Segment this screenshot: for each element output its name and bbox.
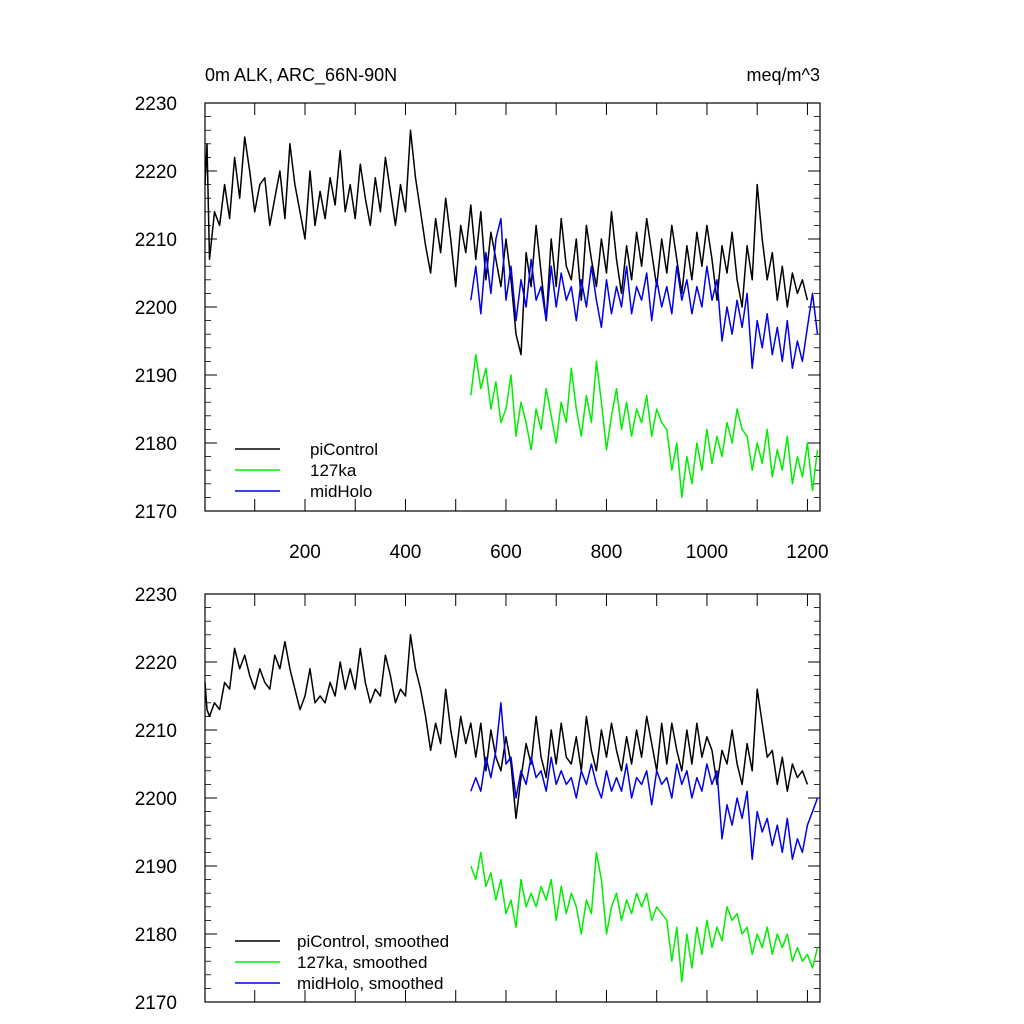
y-tick-label: 2190 — [135, 857, 177, 878]
legend-label: midHolo, smoothed — [297, 974, 443, 993]
x-tick-label: 200 — [289, 542, 321, 563]
legend: piControl, smoothed 127ka, smoothed midHol… — [235, 932, 449, 993]
x-tick-label: 600 — [490, 542, 522, 563]
y-tick-label: 2210 — [135, 721, 177, 742]
series-line-2 — [470, 702, 819, 860]
series-line-0 — [204, 634, 809, 820]
top-panel: 0m ALK, ARC_66N-90N meq/m^3 2170 2180 2190… — [135, 65, 829, 563]
plot-frame — [204, 593, 821, 1003]
y-tick-labels: 2170 2180 2190 2200 2210 2220 2230 — [135, 94, 177, 523]
x-tick-label: 1000 — [686, 542, 728, 563]
bottom-panel: 2170 2180 2190 2200 2210 2220 2230 piControl, … — [135, 585, 821, 1014]
y-tick-label: 2230 — [135, 585, 177, 606]
y-tick-label: 2170 — [135, 993, 177, 1014]
legend-label: midHolo — [310, 482, 372, 501]
legend-label: piControl — [310, 440, 378, 459]
x-tick-labels: 200 400 600 800 1000 1200 — [289, 542, 828, 563]
y-tick-label: 2230 — [135, 94, 177, 115]
series-lines — [204, 634, 819, 983]
legend: piControl 127ka midHolo — [235, 440, 378, 501]
y-tick-labels: 2170 2180 2190 2200 2210 2220 2230 — [135, 585, 177, 1014]
y-tick-label: 2190 — [135, 366, 177, 387]
x-tick-label: 400 — [390, 542, 422, 563]
y-tick-label: 2200 — [135, 298, 177, 319]
y-tick-label: 2220 — [135, 162, 177, 183]
y-tick-label: 2180 — [135, 434, 177, 455]
series-lines — [204, 129, 819, 499]
series-line-0 — [204, 129, 809, 356]
y-tick-label: 2210 — [135, 230, 177, 251]
legend-label: 127ka, smoothed — [297, 953, 427, 972]
units-label: meq/m^3 — [747, 65, 820, 85]
legend-label: piControl, smoothed — [297, 932, 449, 951]
series-line-2 — [470, 217, 819, 369]
y-tick-label: 2180 — [135, 925, 177, 946]
series-line-1 — [470, 851, 819, 983]
y-tick-label: 2220 — [135, 653, 177, 674]
chart-title: 0m ALK, ARC_66N-90N — [205, 65, 397, 86]
plot-frame — [204, 102, 821, 512]
y-tick-label: 2200 — [135, 789, 177, 810]
y-tick-label: 2170 — [135, 502, 177, 523]
legend-label: 127ka — [310, 461, 357, 480]
tick-marks — [205, 593, 820, 1003]
x-tick-label: 800 — [591, 542, 623, 563]
series-line-1 — [470, 353, 819, 499]
x-tick-label: 1200 — [786, 542, 828, 563]
